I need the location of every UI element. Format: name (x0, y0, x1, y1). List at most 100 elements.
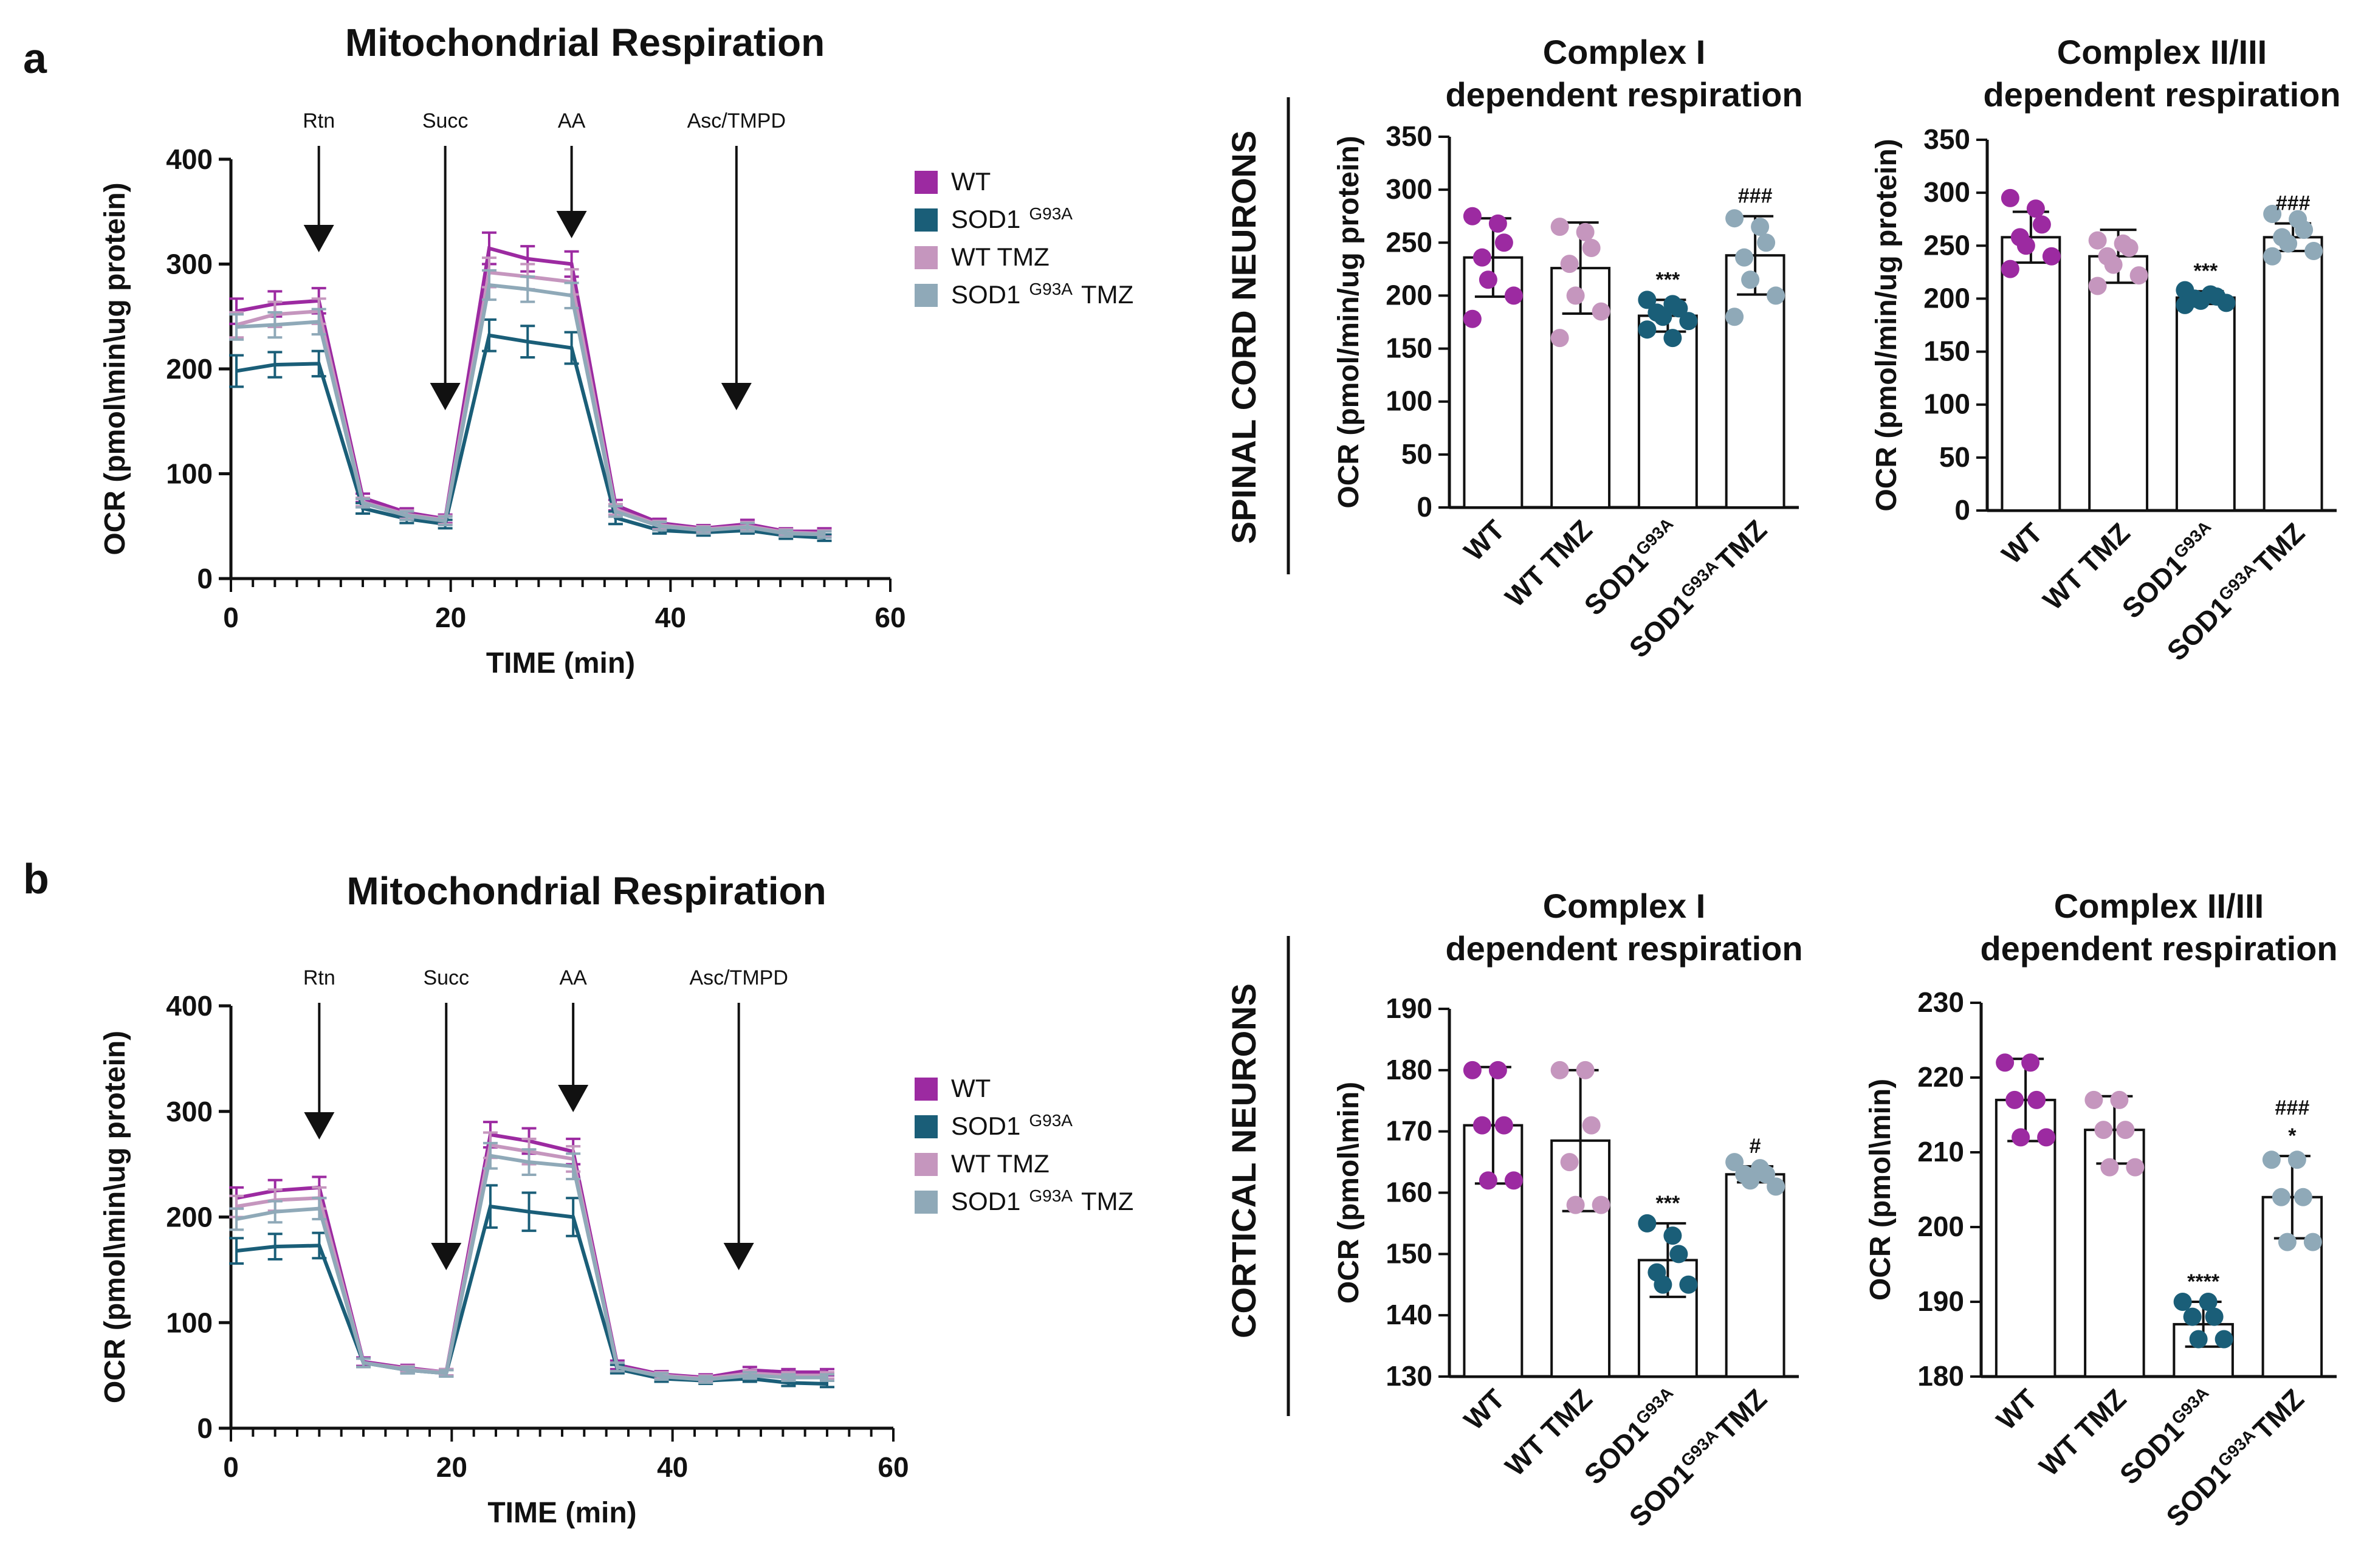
data-point (2104, 255, 2123, 274)
injection-label: Succ (423, 966, 469, 989)
injection-label: AA (558, 109, 586, 132)
injection-arrow-head (558, 1085, 589, 1112)
x-tick-label: 40 (655, 602, 686, 633)
y-tick-label: 180 (1917, 1360, 1964, 1392)
data-point (1463, 207, 1482, 225)
y-tick-label: 50 (1401, 438, 1432, 470)
legend-swatch (915, 1153, 938, 1176)
data-point (2088, 277, 2107, 295)
chart-title-line-1: Complex II/III (2057, 33, 2267, 71)
significance-label-2: ### (2275, 1096, 2310, 1119)
y-tick-label: 200 (166, 1202, 213, 1233)
data-point (1472, 248, 1491, 267)
data-point (1767, 286, 1785, 305)
line-chart-a: Mitochondrial Respiration 0 100 200 300 400 0 2… (99, 21, 906, 679)
bar (1725, 1173, 1785, 1378)
data-point (2042, 247, 2061, 266)
legend-label: SOD1 G93A TMZ (951, 1186, 1133, 1216)
y-tick-label: 50 (1939, 441, 1970, 473)
x-axis-label: TIME (min) (486, 647, 635, 679)
data-point (1576, 1061, 1595, 1079)
data-point (1560, 1153, 1579, 1172)
data-point (2094, 1121, 2113, 1140)
y-tick-label: 100 (166, 458, 213, 490)
y-tick-label: 190 (1386, 992, 1432, 1024)
injection-arrow-head (556, 211, 587, 238)
legend-b: WT SOD1 G93A WT TMZ SOD1 G93A TMZ (915, 1074, 1133, 1216)
data-point (1725, 1153, 1744, 1172)
bar-chart-a-complex-1: Complex I dependent respiration 0 50 100 150 2… (1333, 33, 1803, 664)
x-tick-label: 40 (657, 1451, 688, 1483)
data-point (1757, 1165, 1776, 1184)
data-point (2303, 1233, 2322, 1251)
y-tick-label: 230 (1917, 986, 1964, 1018)
bar-chart-a-complex-2-3: Complex II/III dependent respiration 0 50 10… (1871, 33, 2341, 667)
data-point (1566, 1195, 1585, 1214)
legend-swatch (915, 208, 938, 232)
panel-letter-b: b (23, 855, 49, 903)
data-point (2012, 1128, 2030, 1147)
chart-title-line-2: dependent respiration (1980, 929, 2337, 968)
y-tick-label: 0 (1954, 494, 1970, 526)
data-point (2278, 1233, 2297, 1251)
data-point (1494, 1116, 1513, 1135)
x-tick-label: 20 (435, 602, 466, 633)
significance-label: **** (2187, 1270, 2220, 1293)
y-axis-label: OCR (pmol\min\ug protein) (99, 182, 131, 555)
significance-label: ### (1738, 185, 1773, 208)
data-point (1741, 270, 1760, 289)
y-tick-label: 400 (166, 143, 213, 175)
y-tick-label: 150 (1386, 1237, 1432, 1269)
y-tick-label: 300 (166, 249, 213, 280)
y-tick-label: 200 (1386, 279, 1432, 311)
category-label: WT (1458, 1383, 1511, 1436)
y-tick-label: 250 (1386, 226, 1432, 258)
data-point (2032, 215, 2051, 234)
y-tick-label: 200 (1917, 1211, 1964, 1242)
section-label-spinal-cord: SPINAL CORD NEURONS (1225, 131, 1263, 544)
data-point (2026, 199, 2045, 218)
data-point (2110, 1090, 2129, 1109)
data-point (1582, 239, 1601, 257)
data-point (2295, 221, 2314, 239)
data-point (2016, 236, 2035, 255)
data-point (1679, 1275, 1698, 1294)
y-tick-label: 0 (1417, 491, 1432, 523)
data-point (1638, 320, 1657, 339)
chart-title-line-1: Complex II/III (2054, 887, 2264, 925)
data-point (2263, 247, 2282, 266)
y-tick-label: 210 (1917, 1136, 1964, 1167)
legend-swatch (915, 1191, 938, 1214)
data-point (1592, 302, 1610, 321)
data-point (1638, 291, 1657, 309)
data-point (2005, 1090, 2024, 1109)
y-tick-label: 400 (166, 990, 213, 1022)
data-point (1592, 1195, 1610, 1214)
data-point (1663, 1226, 1682, 1245)
chart-title-line-2: dependent respiration (1983, 75, 2340, 114)
y-tick-label: 140 (1386, 1299, 1432, 1330)
data-point (2088, 231, 2107, 250)
data-point (2304, 242, 2323, 260)
y-axis-label: OCR (pmol/min/ug protein) (1871, 139, 1903, 511)
data-point (1488, 1061, 1507, 1079)
data-point (2027, 1090, 2046, 1109)
y-tick-label: 190 (1917, 1285, 1964, 1317)
legend-a: WT SOD1 G93A WT TMZ SOD1 G93A TMZ (915, 167, 1133, 309)
chart-title-line-2: dependent respiration (1445, 929, 1802, 968)
legend-label: SOD1 G93A TMZ (951, 280, 1133, 309)
y-tick-label: 250 (1923, 229, 1970, 261)
y-tick-label: 220 (1917, 1061, 1964, 1093)
injection-arrow-head (303, 225, 334, 252)
data-point (1654, 1275, 1672, 1294)
injection-arrow-head (721, 383, 752, 410)
data-point (1996, 1053, 2015, 1072)
y-axis-label: OCR (pmol\min) (1864, 1079, 1897, 1301)
injection-arrow-head (723, 1243, 754, 1270)
data-point (1504, 1171, 1523, 1190)
injection-arrow-head (431, 1243, 462, 1270)
data-point (2294, 1188, 2312, 1206)
legend-label: WT (951, 167, 991, 196)
y-tick-label: 130 (1386, 1360, 1432, 1392)
chart-title: Mitochondrial Respiration (346, 869, 826, 913)
